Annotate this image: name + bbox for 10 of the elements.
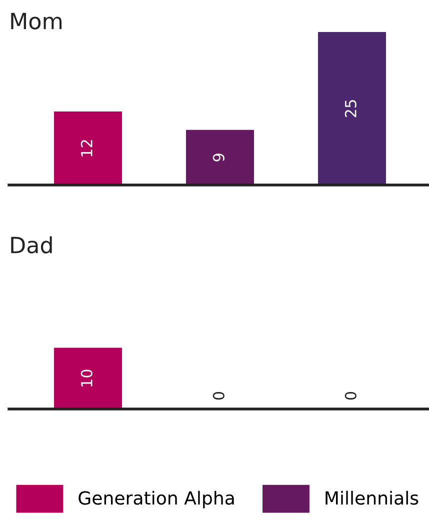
chart-title: Mom: [11, 12, 62, 30]
data-label: 0: [344, 392, 356, 400]
legend-label: Generation Alpha: [78, 490, 234, 508]
data-label: 0: [212, 392, 224, 400]
data-label: 10: [80, 370, 92, 386]
data-label: 9: [212, 154, 224, 162]
legend-label: Millennials: [326, 490, 418, 505]
data-label: 25: [344, 100, 356, 118]
data-label: 12: [80, 140, 92, 156]
chart-title: Dad: [11, 236, 52, 254]
